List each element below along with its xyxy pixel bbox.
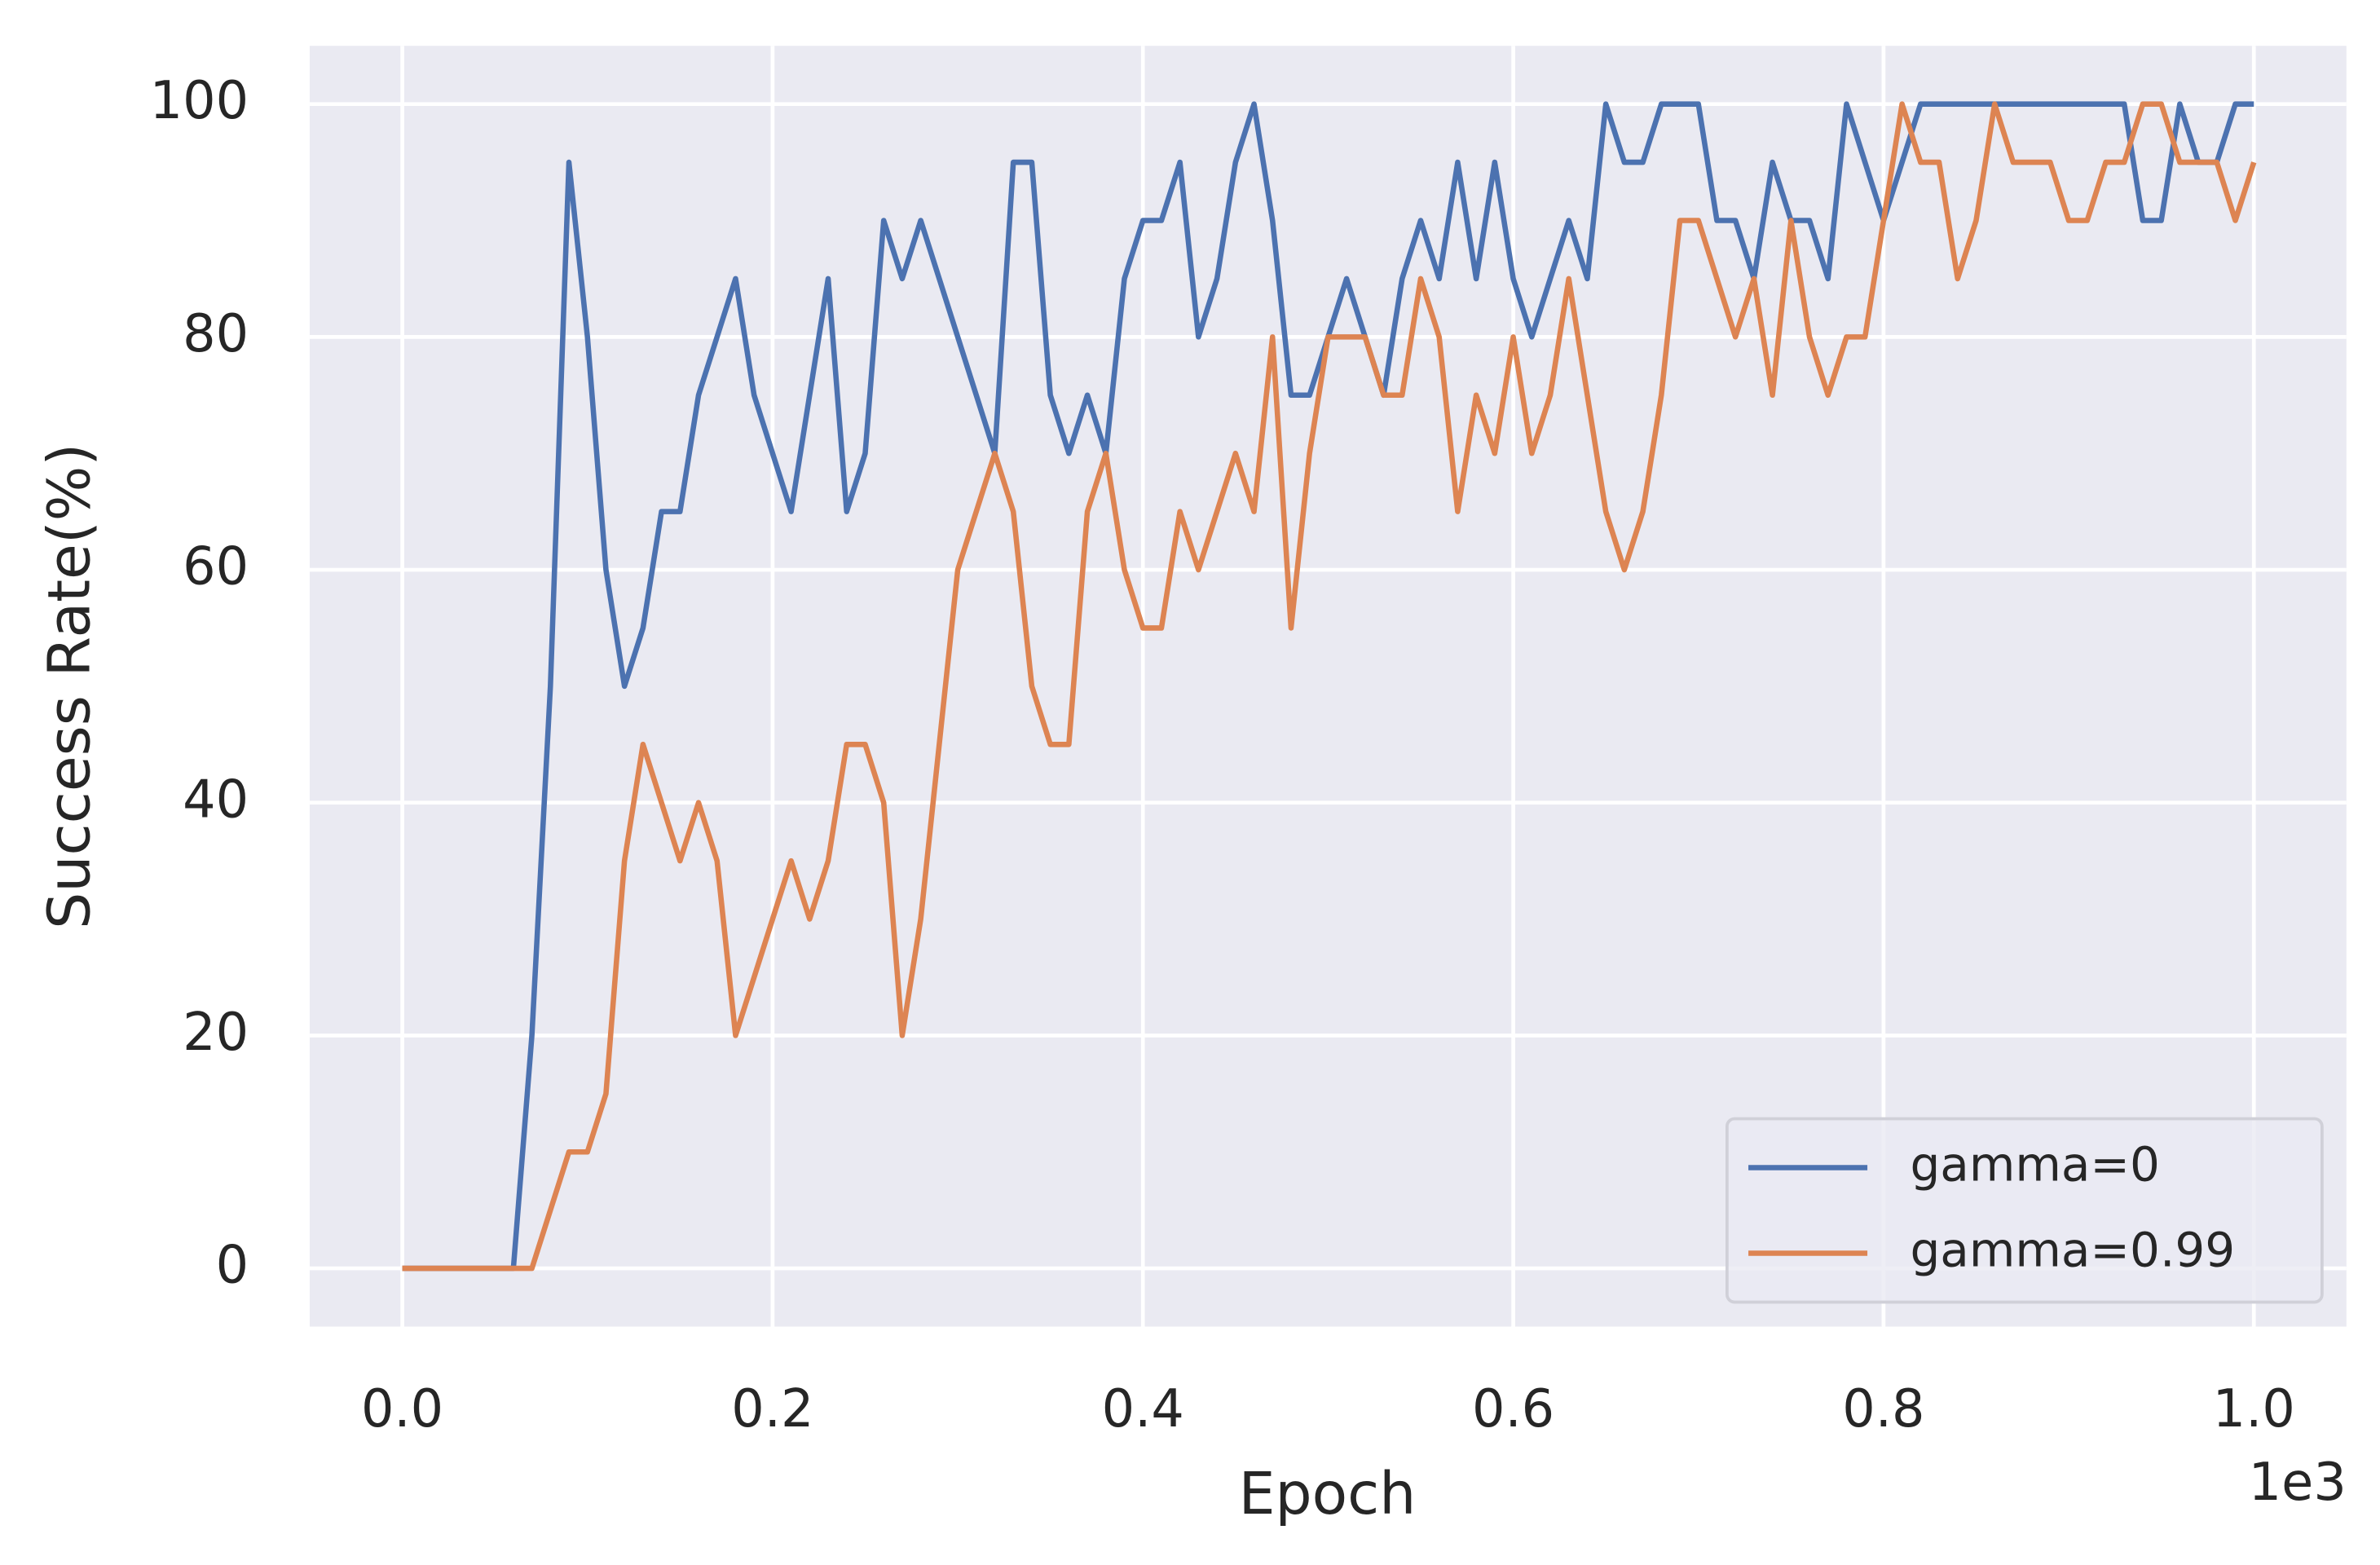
legend-box [1726, 1117, 2324, 1304]
y-tick-label: 40 [183, 769, 249, 830]
x-tick-label: 1.0 [2213, 1379, 2295, 1439]
x-tick-label: 0.0 [361, 1379, 443, 1439]
lines [402, 101, 2257, 1272]
x-tick-label: 0.8 [1842, 1379, 1924, 1439]
x-tick-label: 0.6 [1472, 1379, 1554, 1439]
y-axis-label: Success Rate(%) [35, 443, 103, 929]
legend: gamma=0 gamma=0.99 [1726, 1117, 2324, 1304]
line-series [402, 101, 2257, 1272]
x-tick-label: 0.2 [731, 1379, 813, 1439]
x-tick-label: 0.4 [1102, 1379, 1184, 1439]
y-tick-label: 0 [216, 1236, 249, 1296]
legend-label: gamma=0 [1910, 1137, 2159, 1192]
y-tick-label: 20 [183, 1003, 249, 1063]
legend-label: gamma=0.99 [1910, 1223, 2235, 1278]
y-tick-label: 80 [183, 304, 249, 364]
y-tick-label: 100 [150, 71, 249, 131]
plot-area [309, 46, 2347, 1327]
x-axis-label: Epoch [1239, 1460, 1417, 1528]
y-tick-label: 60 [183, 537, 249, 597]
grid [309, 46, 2347, 1327]
x-offset-label: 1e3 [2249, 1453, 2347, 1513]
